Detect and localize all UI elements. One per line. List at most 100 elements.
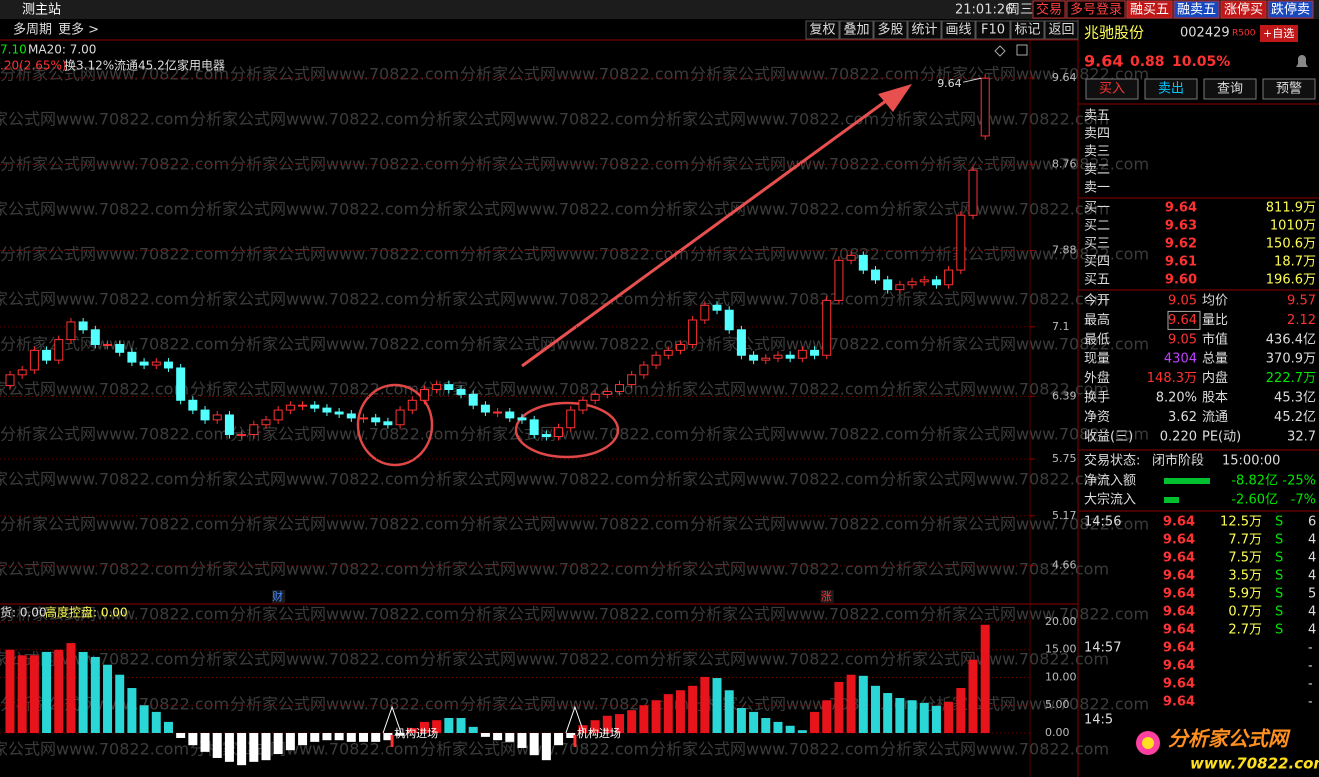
menu-button[interactable]: [839, 20, 874, 40]
indicator-bar: [919, 703, 929, 733]
action-button[interactable]: [1203, 78, 1257, 100]
window-icon: [1016, 44, 1028, 56]
candle-body: [785, 354, 795, 359]
toolbar-button-label[interactable]: 融买五: [1130, 3, 1169, 18]
watchlist-button[interactable]: [1260, 25, 1298, 42]
entry-label: 机构进场: [577, 726, 621, 740]
menu-button-label[interactable]: 叠加: [843, 23, 869, 38]
action-label[interactable]: 查询: [1217, 82, 1243, 97]
toolbar-button[interactable]: [1220, 0, 1267, 19]
menu-button[interactable]: [805, 20, 840, 40]
candle-body: [944, 269, 954, 286]
candle-body: [724, 309, 734, 331]
indicator-bar: [444, 717, 454, 733]
watermark: 分析家公式网www.70822.com: [460, 335, 689, 354]
stat-value: 148.3万: [1147, 371, 1197, 386]
indicator-bar: [371, 732, 381, 742]
menu-button-label[interactable]: 标记: [1014, 23, 1040, 38]
watermark: 分析家公式网www.70822.com: [650, 380, 879, 399]
toolbar-button-label[interactable]: 交易: [1036, 2, 1062, 18]
candle-body: [334, 411, 344, 415]
watermark: 分析家公式网www.70822.com: [880, 560, 1109, 579]
watermark: 分析家公式网www.70822.com: [880, 650, 1109, 669]
indicator-bar: [127, 688, 137, 733]
flow-label: 净流入额: [1084, 474, 1136, 489]
flow-pct: -7%: [1291, 493, 1316, 508]
watermark: 分析家公式网www.70822.com: [460, 695, 689, 714]
price-change: 0.88: [1130, 54, 1165, 70]
indicator-bar: [639, 705, 649, 733]
toolbar-button[interactable]: [1066, 0, 1126, 19]
indicator-bar: [334, 732, 344, 741]
menu-button-label[interactable]: 多股: [877, 22, 903, 38]
tick-count: -: [1308, 641, 1313, 656]
menu-button[interactable]: [1010, 20, 1045, 40]
toolbar-button-label[interactable]: 融卖五: [1177, 3, 1216, 18]
menu-button-label[interactable]: 画线: [945, 23, 971, 38]
industry-label: 家用电器: [177, 58, 225, 73]
toolbar-button[interactable]: [1267, 0, 1314, 19]
tick-count: 6: [1308, 515, 1316, 530]
stat-label: 最低: [1084, 332, 1110, 347]
status-value: 闭市阶段: [1152, 453, 1204, 469]
candle-body: [651, 354, 661, 366]
toolbar-button-label[interactable]: 跌停卖: [1271, 2, 1310, 18]
candle-body: [54, 339, 64, 361]
indicator-bar: [78, 651, 88, 733]
toolbar-button-label[interactable]: 多号登录: [1070, 2, 1122, 18]
stat-value: 9.57: [1287, 294, 1316, 309]
menu-button[interactable]: [907, 20, 942, 40]
indicator-bar: [980, 624, 990, 733]
menu-button[interactable]: [873, 20, 908, 40]
watermark: 分析家公式网www.70822.com: [420, 200, 649, 219]
stat-value: 4304: [1164, 352, 1197, 367]
watermark: 分析家公式网www.70822.com: [0, 425, 229, 444]
y-tick-label: 10.00: [1045, 670, 1077, 683]
menu-button-label[interactable]: F10: [981, 23, 1005, 38]
menu-button-label[interactable]: 复权: [809, 22, 835, 38]
watermark: 分析家公式网www.70822.com: [0, 290, 189, 309]
indicator-bar: [566, 732, 576, 738]
action-label[interactable]: 卖出: [1158, 82, 1184, 97]
candle-body: [346, 413, 356, 419]
candle-body: [529, 419, 539, 436]
indicator-bar: [724, 690, 734, 733]
toolbar-button[interactable]: [1173, 0, 1220, 19]
stat-label: 现量: [1084, 352, 1110, 367]
indicator-bar: [883, 693, 893, 733]
stat-label: 收益(三): [1084, 429, 1133, 444]
watermark: 分析家公式网www.70822.com: [920, 695, 1149, 714]
watchlist-button-label[interactable]: +自选: [1263, 27, 1294, 40]
watermark: 分析家公式网www.70822.com: [0, 560, 189, 579]
menu-button[interactable]: [975, 20, 1011, 40]
indicator-bar: [468, 726, 478, 733]
candle-body: [883, 279, 893, 291]
toolbar-button-label[interactable]: 涨停买: [1224, 2, 1263, 18]
indicator-bar: [29, 655, 39, 733]
toolbar-button[interactable]: [1032, 0, 1066, 19]
menu-button-label[interactable]: 统计: [911, 23, 937, 38]
candle-body: [78, 321, 88, 331]
menu-button[interactable]: [1044, 20, 1079, 40]
logo-url: www.70822.com: [1190, 755, 1319, 773]
toolbar-button[interactable]: [1126, 0, 1173, 19]
tick-price: 9.64: [1163, 659, 1195, 674]
menu-button[interactable]: [941, 20, 976, 40]
candle-body: [590, 393, 600, 401]
info-price: 7.10: [0, 43, 27, 57]
action-label[interactable]: 预警: [1276, 81, 1302, 97]
action-label[interactable]: 买入: [1099, 82, 1125, 97]
indicator-bar: [493, 732, 503, 741]
indicator-bar: [529, 732, 539, 756]
action-button[interactable]: [1262, 78, 1316, 100]
action-button[interactable]: [1085, 78, 1139, 100]
candle-body: [931, 279, 941, 286]
menu-item[interactable]: 多周期: [13, 22, 52, 38]
logo-title: 分析家公式网: [1168, 727, 1291, 751]
ask-label: 卖一: [1084, 181, 1110, 196]
bid-label: 买四: [1084, 255, 1110, 270]
menu-button-label[interactable]: 返回: [1048, 23, 1074, 38]
menu-item[interactable]: 更多 >: [58, 22, 99, 38]
action-button[interactable]: [1144, 78, 1198, 100]
